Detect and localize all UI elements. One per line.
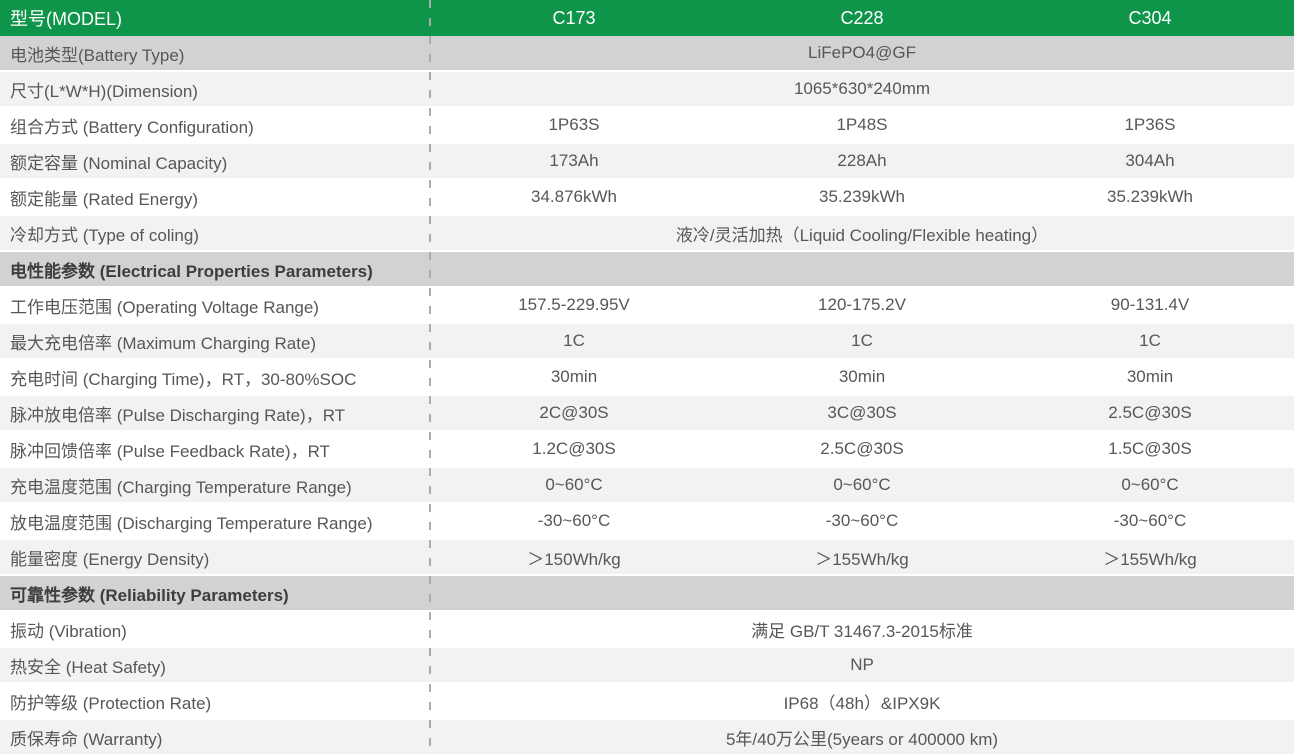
row-label: 组合方式 (Battery Configuration)	[10, 117, 254, 137]
table-header-row: 型号(MODEL) C173 C228 C304	[0, 0, 1294, 36]
table-row: 电池类型(Battery Type) LiFePO4@GF	[0, 36, 1294, 72]
row-value: ＞155Wh/kg	[815, 549, 909, 569]
table-row: 能量密度 (Energy Density) ＞150Wh/kg ＞155Wh/kg ＞…	[0, 540, 1294, 576]
row-value: 1P48S	[836, 115, 888, 134]
row-value: 157.5-229.95V	[518, 295, 630, 314]
row-label: 充电时间 (Charging Time)，RT，30-80%SOC	[10, 369, 357, 389]
row-value: 2.5C@30S	[820, 439, 904, 458]
row-value: 228Ah	[837, 151, 887, 170]
row-value: 2.5C@30S	[1108, 403, 1192, 422]
table-row: 放电温度范围 (Discharging Temperature Range) -3…	[0, 504, 1294, 540]
header-column-c228: C228	[840, 7, 884, 28]
table-row: 最大充电倍率 (Maximum Charging Rate) 1C 1C 1C	[0, 324, 1294, 360]
row-value-span: IP68（48h）&IPX9K	[783, 693, 941, 713]
row-value: -30~60°C	[1113, 511, 1187, 530]
header-column-c173: C173	[552, 7, 596, 28]
row-value: -30~60°C	[537, 511, 611, 530]
row-label: 放电温度范围 (Discharging Temperature Range)	[10, 513, 373, 533]
table-row: 脉冲放电倍率 (Pulse Discharging Rate)，RT 2C@30S…	[0, 396, 1294, 432]
row-value: 3C@30S	[827, 403, 897, 422]
row-label: 脉冲放电倍率 (Pulse Discharging Rate)，RT	[10, 405, 346, 425]
table-row: 尺寸(L*W*H)(Dimension) 1065*630*240mm	[0, 72, 1294, 108]
table-row: 质保寿命 (Warranty) 5年/40万公里(5years or 400000…	[0, 720, 1294, 756]
table-row: 冷却方式 (Type of coling) 液冷/灵活加热（Liquid Cool…	[0, 216, 1294, 252]
table-row: 防护等级 (Protection Rate) IP68（48h）&IPX9K	[0, 684, 1294, 720]
row-value: 30min	[1126, 367, 1174, 386]
row-value: 0~60°C	[1121, 475, 1179, 494]
row-value-span: 5年/40万公里(5years or 400000 km)	[725, 729, 999, 749]
row-value: ＞155Wh/kg	[1103, 549, 1197, 569]
row-value-span: 满足 GB/T 31467.3-2015标准	[751, 621, 973, 641]
header-model-label: 型号(MODEL)	[10, 9, 122, 29]
row-value: -30~60°C	[825, 511, 899, 530]
row-value: 1C	[1139, 331, 1161, 350]
row-label: 最大充电倍率 (Maximum Charging Rate)	[10, 333, 317, 353]
row-value: 1P63S	[548, 115, 600, 134]
table-row: 充电时间 (Charging Time)，RT，30-80%SOC 30min 30…	[0, 360, 1294, 396]
table-rows: 电池类型(Battery Type) LiFePO4@GF 尺寸(L*W*H)(Di…	[0, 36, 1294, 756]
row-value: 0~60°C	[833, 475, 891, 494]
row-value: 35.239kWh	[819, 187, 905, 206]
row-label: 尺寸(L*W*H)(Dimension)	[10, 81, 198, 101]
table-row: 振动 (Vibration) 满足 GB/T 31467.3-2015标准	[0, 612, 1294, 648]
row-value-span: LiFePO4@GF	[808, 43, 916, 62]
row-value: 30min	[550, 367, 598, 386]
row-label: 工作电压范围 (Operating Voltage Range)	[10, 297, 319, 317]
row-label: 热安全 (Heat Safety)	[10, 657, 166, 677]
row-value: 173Ah	[549, 151, 599, 170]
table-row: 热安全 (Heat Safety) NP	[0, 648, 1294, 684]
row-value: 35.239kWh	[1107, 187, 1193, 206]
row-value: 1.5C@30S	[1108, 439, 1192, 458]
section-title: 电性能参数 (Electrical Properties Parameters)	[10, 261, 373, 281]
row-label: 冷却方式 (Type of coling)	[10, 225, 199, 245]
row-value: 120-175.2V	[818, 295, 906, 314]
table-row: 工作电压范围 (Operating Voltage Range) 157.5-22…	[0, 288, 1294, 324]
row-value: 0~60°C	[545, 475, 603, 494]
section-row: 电性能参数 (Electrical Properties Parameters)	[0, 252, 1294, 288]
row-value: ＞150Wh/kg	[527, 549, 621, 569]
row-label: 额定容量 (Nominal Capacity)	[10, 153, 228, 173]
table-row: 额定容量 (Nominal Capacity) 173Ah 228Ah 304Ah	[0, 144, 1294, 180]
section-title: 可靠性参数 (Reliability Parameters)	[10, 585, 289, 605]
row-label: 防护等级 (Protection Rate)	[10, 693, 212, 713]
row-value-span: 液冷/灵活加热（Liquid Cooling/Flexible heating）	[675, 225, 1049, 245]
header-column-c304: C304	[1128, 7, 1172, 28]
table-row: 脉冲回馈倍率 (Pulse Feedback Rate)，RT 1.2C@30S 2…	[0, 432, 1294, 468]
table-row: 组合方式 (Battery Configuration) 1P63S 1P48S 1P…	[0, 108, 1294, 144]
row-label: 能量密度 (Energy Density)	[10, 549, 210, 569]
row-value: 1C	[563, 331, 585, 350]
section-row: 可靠性参数 (Reliability Parameters)	[0, 576, 1294, 612]
row-label: 电池类型(Battery Type)	[10, 45, 185, 65]
row-value: 90-131.4V	[1110, 295, 1190, 314]
row-value: 30min	[838, 367, 886, 386]
row-label: 质保寿命 (Warranty)	[10, 729, 163, 749]
row-value: 1P36S	[1124, 115, 1176, 134]
row-value-span: NP	[850, 655, 874, 674]
table-row: 额定能量 (Rated Energy) 34.876kWh 35.239kWh 35.…	[0, 180, 1294, 216]
row-label: 振动 (Vibration)	[10, 621, 127, 641]
table-row: 充电温度范围 (Charging Temperature Range) 0~60°…	[0, 468, 1294, 504]
row-value: 2C@30S	[539, 403, 609, 422]
row-value: 304Ah	[1125, 151, 1175, 170]
row-value: 1.2C@30S	[532, 439, 616, 458]
row-value-span: 1065*630*240mm	[793, 79, 931, 98]
row-value: 1C	[851, 331, 873, 350]
row-label: 额定能量 (Rated Energy)	[10, 189, 198, 209]
row-label: 充电温度范围 (Charging Temperature Range)	[10, 477, 352, 497]
row-label: 脉冲回馈倍率 (Pulse Feedback Rate)，RT	[10, 441, 330, 461]
row-value: 34.876kWh	[531, 187, 617, 206]
